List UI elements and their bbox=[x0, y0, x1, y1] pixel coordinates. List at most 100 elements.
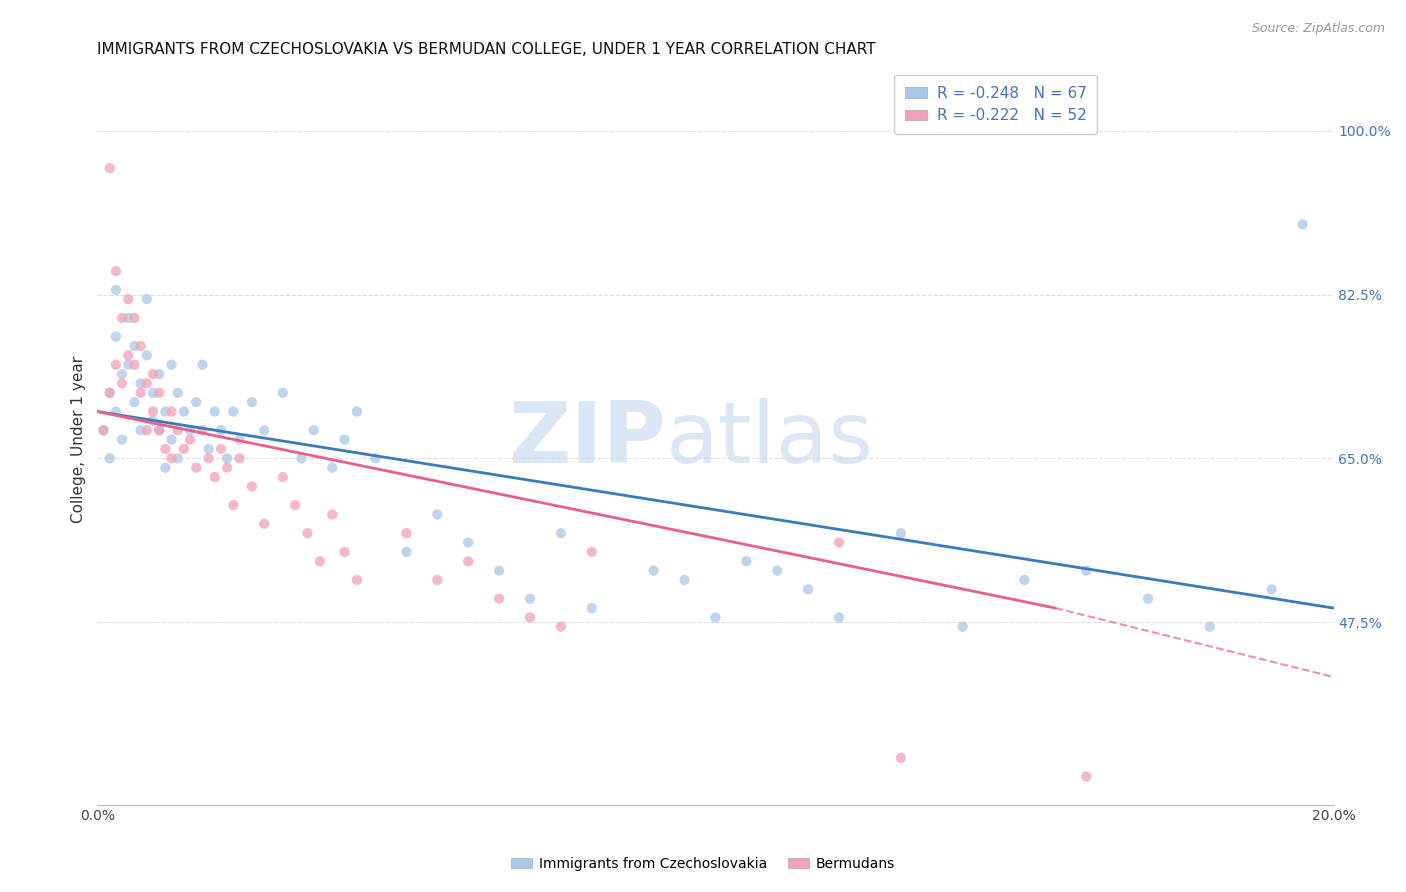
Point bbox=[457, 535, 479, 549]
Point bbox=[129, 376, 152, 391]
Text: IMMIGRANTS FROM CZECHOSLOVAKIA VS BERMUDAN COLLEGE, UNDER 1 YEAR CORRELATION CHA: IMMIGRANTS FROM CZECHOSLOVAKIA VS BERMUD… bbox=[97, 42, 876, 57]
Point bbox=[550, 620, 572, 634]
Text: ZIP: ZIP bbox=[508, 398, 666, 481]
Point bbox=[321, 508, 343, 522]
Point bbox=[191, 358, 214, 372]
Point bbox=[160, 404, 183, 418]
Point bbox=[550, 526, 572, 541]
Point bbox=[333, 545, 356, 559]
Point bbox=[395, 526, 418, 541]
Point bbox=[104, 404, 127, 418]
Point bbox=[228, 433, 250, 447]
Y-axis label: College, Under 1 year: College, Under 1 year bbox=[72, 356, 86, 524]
Point bbox=[98, 385, 121, 400]
Point bbox=[302, 423, 325, 437]
Point bbox=[209, 423, 232, 437]
Point bbox=[253, 423, 276, 437]
Point bbox=[197, 451, 219, 466]
Text: atlas: atlas bbox=[666, 398, 875, 481]
Point bbox=[142, 367, 165, 381]
Point bbox=[124, 310, 146, 325]
Point bbox=[704, 610, 727, 624]
Point bbox=[155, 460, 177, 475]
Point bbox=[104, 283, 127, 297]
Point bbox=[148, 423, 170, 437]
Point bbox=[519, 610, 541, 624]
Point bbox=[333, 433, 356, 447]
Point bbox=[797, 582, 820, 597]
Point bbox=[148, 423, 170, 437]
Point bbox=[117, 348, 139, 362]
Point bbox=[1076, 564, 1098, 578]
Point bbox=[117, 292, 139, 306]
Point bbox=[735, 554, 758, 568]
Point bbox=[129, 423, 152, 437]
Point bbox=[290, 451, 312, 466]
Point bbox=[148, 367, 170, 381]
Point bbox=[98, 161, 121, 176]
Point bbox=[135, 376, 157, 391]
Point bbox=[240, 479, 263, 493]
Point bbox=[271, 385, 294, 400]
Point bbox=[155, 404, 177, 418]
Point bbox=[135, 348, 157, 362]
Point bbox=[204, 404, 226, 418]
Point bbox=[321, 460, 343, 475]
Point bbox=[890, 526, 912, 541]
Point bbox=[209, 442, 232, 456]
Point bbox=[166, 451, 188, 466]
Point bbox=[135, 423, 157, 437]
Point bbox=[581, 601, 603, 615]
Point bbox=[222, 404, 245, 418]
Point bbox=[426, 508, 449, 522]
Point bbox=[217, 460, 239, 475]
Point bbox=[166, 423, 188, 437]
Point bbox=[204, 470, 226, 484]
Point bbox=[124, 339, 146, 353]
Point bbox=[117, 310, 139, 325]
Point bbox=[142, 414, 165, 428]
Point bbox=[93, 423, 115, 437]
Point bbox=[457, 554, 479, 568]
Point bbox=[643, 564, 665, 578]
Point bbox=[160, 451, 183, 466]
Point bbox=[488, 564, 510, 578]
Point bbox=[952, 620, 974, 634]
Point bbox=[346, 573, 368, 587]
Point bbox=[129, 385, 152, 400]
Point bbox=[173, 404, 195, 418]
Point bbox=[155, 442, 177, 456]
Point bbox=[160, 358, 183, 372]
Point bbox=[166, 385, 188, 400]
Point bbox=[111, 310, 134, 325]
Point bbox=[135, 292, 157, 306]
Point bbox=[124, 358, 146, 372]
Point bbox=[395, 545, 418, 559]
Point bbox=[1199, 620, 1222, 634]
Point bbox=[673, 573, 696, 587]
Point bbox=[364, 451, 387, 466]
Point bbox=[890, 751, 912, 765]
Point bbox=[217, 451, 239, 466]
Point bbox=[98, 385, 121, 400]
Point bbox=[93, 423, 115, 437]
Legend: Immigrants from Czechoslovakia, Bermudans: Immigrants from Czechoslovakia, Bermudan… bbox=[506, 851, 900, 876]
Point bbox=[1014, 573, 1036, 587]
Point bbox=[581, 545, 603, 559]
Point bbox=[111, 376, 134, 391]
Point bbox=[104, 264, 127, 278]
Point bbox=[228, 451, 250, 466]
Point bbox=[117, 358, 139, 372]
Point bbox=[271, 470, 294, 484]
Point bbox=[104, 329, 127, 343]
Point bbox=[240, 395, 263, 409]
Text: Source: ZipAtlas.com: Source: ZipAtlas.com bbox=[1251, 22, 1385, 36]
Point bbox=[160, 433, 183, 447]
Point bbox=[284, 498, 307, 512]
Point bbox=[1137, 591, 1160, 606]
Point bbox=[179, 423, 201, 437]
Point bbox=[142, 404, 165, 418]
Point bbox=[828, 535, 851, 549]
Point bbox=[222, 498, 245, 512]
Point bbox=[111, 367, 134, 381]
